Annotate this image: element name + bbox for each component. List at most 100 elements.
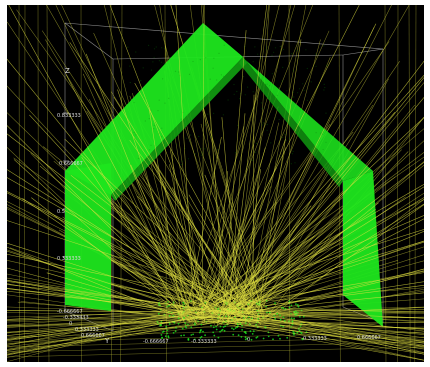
hit-point bbox=[215, 325, 218, 328]
ray bbox=[205, 30, 330, 307]
surface-speckle bbox=[254, 46, 256, 48]
surface-speckle bbox=[294, 162, 296, 164]
surface-speckle bbox=[140, 79, 142, 82]
ray bbox=[231, 313, 424, 346]
ray bbox=[241, 169, 261, 313]
ray bbox=[7, 192, 243, 312]
surface-speckle bbox=[212, 67, 214, 69]
hit-point bbox=[187, 337, 190, 340]
surface-speckle bbox=[236, 90, 238, 93]
ray bbox=[199, 5, 280, 321]
surface-speckle bbox=[218, 52, 220, 55]
surface-speckle bbox=[181, 160, 183, 162]
ray bbox=[228, 5, 268, 315]
hit-point bbox=[175, 327, 178, 329]
ray bbox=[234, 203, 424, 323]
ray bbox=[246, 320, 424, 348]
ray bbox=[7, 280, 236, 315]
surface-speckle bbox=[279, 45, 281, 48]
hit-point bbox=[161, 337, 163, 339]
surface-speckle bbox=[183, 127, 186, 130]
ray bbox=[245, 192, 424, 310]
hit-point bbox=[257, 317, 259, 320]
surface-speckle bbox=[142, 67, 144, 69]
ray bbox=[220, 134, 324, 326]
hit-point bbox=[286, 336, 289, 339]
surface-speckle bbox=[296, 50, 298, 52]
surface-speckle bbox=[235, 152, 237, 154]
hit-point bbox=[251, 333, 254, 335]
ray bbox=[226, 56, 331, 305]
surface-speckle bbox=[233, 93, 235, 95]
surface-speckle bbox=[157, 110, 159, 112]
ray bbox=[224, 161, 424, 317]
ray bbox=[130, 164, 201, 320]
surface-speckle bbox=[161, 47, 163, 49]
surface-speckle bbox=[266, 129, 268, 131]
ray bbox=[7, 283, 180, 316]
surface-speckle bbox=[209, 78, 211, 80]
hit-point bbox=[292, 330, 295, 333]
ray bbox=[265, 116, 424, 319]
surface-speckle bbox=[216, 79, 218, 81]
surface-speckle bbox=[323, 89, 325, 91]
box-edge bbox=[64, 22, 114, 60]
surface-speckle bbox=[135, 51, 137, 53]
ray bbox=[69, 42, 262, 325]
surface-speckle bbox=[276, 94, 278, 96]
surface-speckle bbox=[282, 136, 284, 138]
surface-speckle bbox=[188, 73, 191, 75]
surface-speckle bbox=[164, 102, 166, 104]
hit-point bbox=[288, 300, 291, 303]
ray bbox=[109, 5, 231, 320]
hit-point bbox=[224, 325, 227, 328]
surface-speckle bbox=[297, 92, 299, 94]
ray bbox=[231, 319, 424, 343]
ray bbox=[161, 180, 222, 320]
surface-speckle bbox=[135, 134, 137, 136]
hit-point bbox=[241, 329, 244, 331]
surface-speckle bbox=[162, 78, 164, 80]
ray bbox=[128, 269, 260, 323]
hit-point bbox=[215, 328, 218, 331]
hit-point bbox=[272, 338, 274, 341]
surface-speckle bbox=[200, 154, 202, 156]
ray bbox=[7, 320, 251, 327]
hit-point bbox=[267, 335, 270, 338]
hit-point bbox=[274, 302, 276, 305]
surface-speckle bbox=[163, 62, 165, 64]
ray bbox=[149, 110, 183, 321]
surface-speckle bbox=[148, 44, 150, 47]
ray bbox=[189, 5, 230, 305]
hit-point bbox=[200, 329, 202, 331]
surface-speckle bbox=[283, 48, 285, 51]
ray bbox=[201, 5, 360, 315]
surface-speckle bbox=[133, 131, 135, 134]
surface-speckle bbox=[270, 142, 272, 144]
surface-speckle bbox=[315, 65, 317, 67]
ray bbox=[170, 5, 264, 315]
ray bbox=[263, 281, 424, 307]
hit-point bbox=[200, 335, 203, 338]
hit-point bbox=[290, 304, 293, 307]
surface-speckle bbox=[144, 120, 146, 122]
ray bbox=[134, 82, 265, 321]
ray bbox=[117, 89, 192, 313]
hit-point bbox=[283, 320, 286, 322]
ray bbox=[201, 5, 205, 307]
roof-shaped-surface bbox=[65, 23, 383, 341]
ray bbox=[7, 307, 237, 341]
hit-point bbox=[184, 322, 187, 324]
ray bbox=[7, 125, 203, 321]
hit-point bbox=[246, 337, 248, 340]
hit-point bbox=[212, 326, 215, 329]
background-line bbox=[18, 5, 20, 362]
ray bbox=[230, 164, 424, 324]
ray-trace-scene: Z 0.833333 0.666667 0.5 0.333333 -0.6666… bbox=[7, 5, 424, 362]
surface-speckle bbox=[255, 151, 257, 153]
ray bbox=[208, 74, 424, 314]
3d-viewport[interactable]: Z 0.833333 0.666667 0.5 0.333333 -0.6666… bbox=[7, 5, 424, 362]
surface-speckle bbox=[148, 118, 150, 120]
ray bbox=[207, 308, 424, 313]
